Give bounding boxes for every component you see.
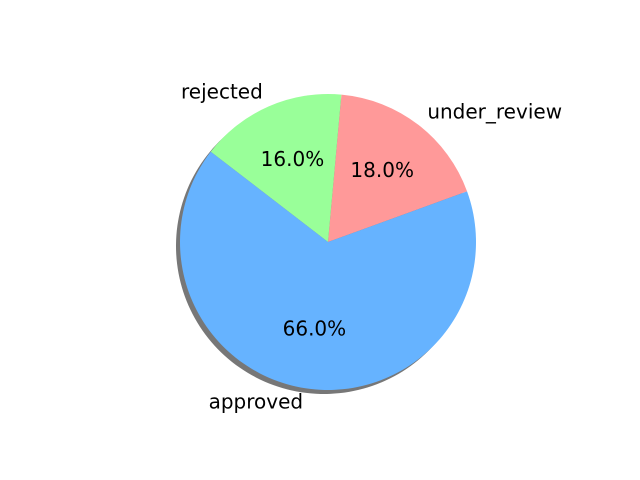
slice-label-rejected: rejected <box>181 79 263 103</box>
slice-label-under-review: under_review <box>427 100 562 124</box>
slice-percent-approved: 66.0% <box>283 316 347 340</box>
slice-percent-under-review: 18.0% <box>350 158 414 182</box>
slice-rejected <box>210 94 342 243</box>
slice-label-approved: approved <box>209 389 304 413</box>
pie-labels: under_review 18.0% rejected 16.0% approved 66… <box>181 79 562 413</box>
pie-slices <box>179 94 476 391</box>
slice-approved <box>179 151 476 391</box>
slice-under-review <box>328 94 468 242</box>
slice-percent-rejected: 16.0% <box>261 147 325 171</box>
